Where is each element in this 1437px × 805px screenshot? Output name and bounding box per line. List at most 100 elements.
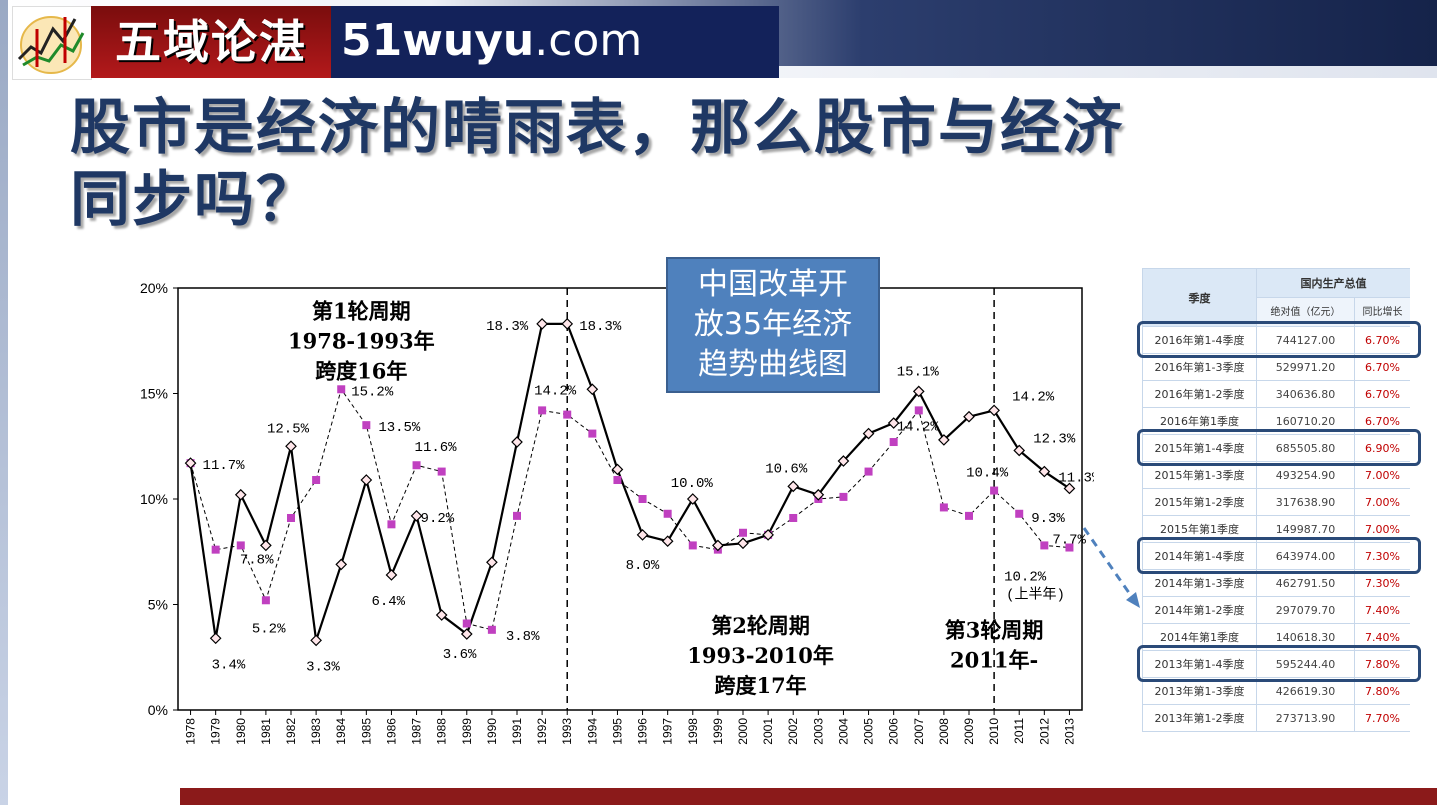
data-point-solid <box>862 427 875 440</box>
row-highlight <box>1137 537 1421 574</box>
data-label: 10.6% <box>765 461 808 477</box>
data-point-solid <box>988 404 1000 417</box>
x-tick-label: 1998 <box>686 718 700 745</box>
x-tick-label: 2008 <box>937 718 951 745</box>
cell-gdp-abs: 340636.80 <box>1256 380 1355 408</box>
data-point-dashed <box>613 476 622 485</box>
cycle-label: 第2轮周期 <box>711 613 810 638</box>
gdp-growth-chart: 0% 5% 10% 15% 20% 1978 1979 1980 1981 1982 1983 198… <box>104 268 1101 764</box>
x-tick-label: 1990 <box>485 718 499 745</box>
data-point-dashed <box>563 410 572 419</box>
cycle-label: 1978-1993年 <box>288 329 435 354</box>
brand-domain: 51wuyu.com <box>331 6 779 78</box>
data-point-dashed <box>437 467 446 476</box>
series-line-dashed <box>190 388 1070 631</box>
x-tick-label: 2013 <box>1062 718 1076 745</box>
slide-title-line1: 股市是经济的晴雨表，那么股市与经济 <box>70 93 1124 163</box>
data-point-solid <box>260 539 272 552</box>
data-point-solid <box>611 463 624 476</box>
data-point-solid <box>486 556 498 569</box>
table-row: 2016年第1-2季度 340636.80 6.70% <box>1142 380 1410 408</box>
data-point-dashed <box>789 513 798 522</box>
data-label: 15.2% <box>351 384 394 400</box>
data-point-dashed <box>236 541 245 550</box>
footer-band <box>180 788 1437 805</box>
chart-callout: 中国改革开 放35年经济 趋势曲线图 <box>666 257 880 393</box>
data-point-dashed <box>1015 509 1024 518</box>
data-point-solid <box>435 609 448 621</box>
x-tick-label: 1985 <box>359 718 373 745</box>
data-point-solid <box>887 417 900 429</box>
data-point-dashed <box>663 509 672 518</box>
data-point-dashed <box>287 513 295 522</box>
data-label: 9.3% <box>1031 511 1065 527</box>
callout-line3: 趋势曲线图 <box>698 347 848 382</box>
x-tick-label: 1992 <box>535 718 549 745</box>
data-point-dashed <box>312 476 321 485</box>
data-label: 12.5% <box>267 421 310 437</box>
data-label: 6.4% <box>371 594 405 610</box>
table-row: 2013年第1-4季度 595244.40 7.80% <box>1142 650 1410 678</box>
data-point-dashed <box>261 596 270 605</box>
x-tick-label: 1983 <box>309 718 323 745</box>
data-point-solid <box>410 510 423 522</box>
callout-line2: 放35年经济 <box>693 307 853 342</box>
row-highlight <box>1137 429 1421 466</box>
y-tick-label: 15% <box>140 386 168 402</box>
data-point-dashed <box>1040 541 1049 550</box>
data-point-solid <box>1038 465 1051 478</box>
dashed-arrow-icon <box>1082 527 1140 608</box>
data-point-solid <box>712 539 724 552</box>
data-label: 8.0% <box>626 558 660 574</box>
callout-line1: 中国改革开 <box>698 267 848 302</box>
cell-gdp-abs: 297079.70 <box>1256 596 1355 624</box>
data-label: 3.3% <box>306 659 340 675</box>
data-point-dashed <box>387 520 396 529</box>
data-point-solid <box>787 480 800 493</box>
data-point-dashed <box>864 467 873 476</box>
x-tick-label: 2009 <box>962 718 976 745</box>
data-point-solid <box>209 632 222 645</box>
data-label: 13.5% <box>378 420 421 436</box>
x-tick-label: 1987 <box>410 718 424 745</box>
data-label: 10.2% <box>1004 569 1047 585</box>
data-point-dashed <box>1065 543 1074 552</box>
data-point-dashed <box>990 486 999 495</box>
data-label: 14.2% <box>897 419 940 435</box>
left-accent-bar <box>0 0 8 805</box>
data-point-solid <box>460 628 473 640</box>
data-point-solid <box>184 457 197 469</box>
data-point-solid <box>737 537 749 550</box>
x-tick-label: 1997 <box>661 718 675 745</box>
data-point-solid <box>963 410 975 423</box>
x-tick-label: 1982 <box>284 718 298 745</box>
data-point-solid <box>636 529 649 541</box>
data-point-solid <box>586 383 599 396</box>
data-point-dashed <box>588 429 597 438</box>
data-point-dashed <box>462 619 471 628</box>
data-point-dashed <box>513 511 521 520</box>
row-highlight <box>1137 321 1421 358</box>
x-tick-label: 2010 <box>987 718 1001 745</box>
data-label: 3.6% <box>443 647 477 663</box>
data-label: 15.1% <box>897 364 940 380</box>
cycle-label: 第1轮周期 <box>312 299 411 324</box>
data-point-dashed <box>939 503 948 512</box>
series-line-solid <box>189 322 1071 641</box>
table-row: 2015年第1-2季度 317638.90 7.00% <box>1142 488 1410 516</box>
x-tick-label: 2004 <box>836 718 850 745</box>
cycle-label: 跨度17年 <box>714 673 806 698</box>
data-label: (上半年) <box>1006 586 1065 603</box>
slide-title: 股市是经济的晴雨表，那么股市与经济 同步吗？ <box>70 92 1310 236</box>
table-row: 2014年第1-4季度 643974.00 7.30% <box>1142 542 1410 570</box>
col-header-gdp: 国内生产总值 <box>1256 268 1410 298</box>
cell-quarter: 2014年第1-4季度 <box>1142 542 1257 570</box>
brand-name: 五域论湛 <box>91 6 331 78</box>
data-point-dashed <box>538 406 547 415</box>
x-tick-label: 2011 <box>1012 718 1026 744</box>
row-highlight <box>1137 645 1421 682</box>
x-tick-label: 2003 <box>811 718 825 745</box>
data-point-dashed <box>965 511 973 520</box>
x-tick-label: 1993 <box>560 718 574 745</box>
brand-logo <box>12 6 92 80</box>
